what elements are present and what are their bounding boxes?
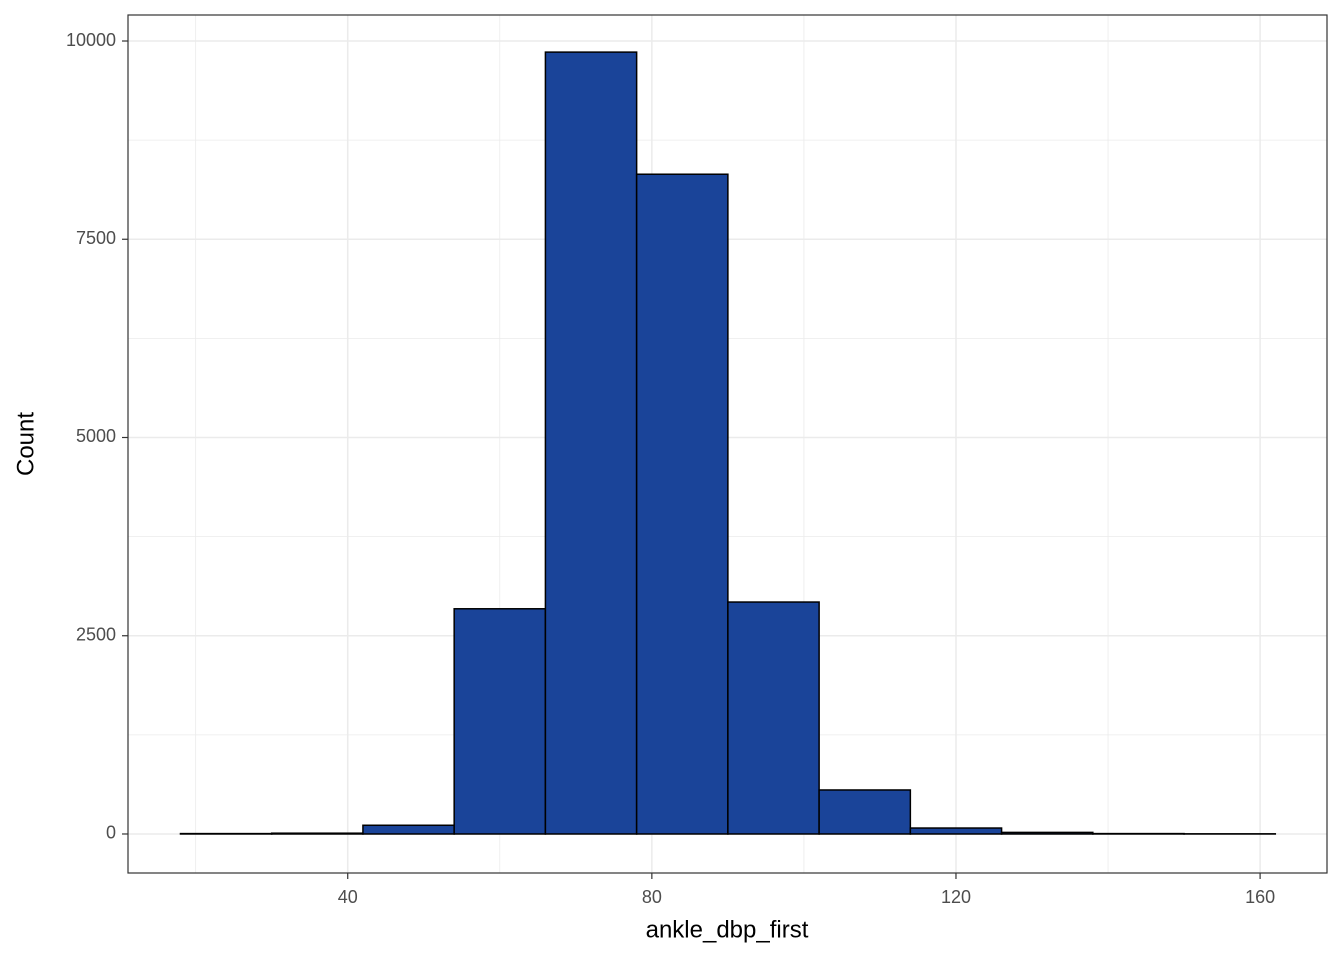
bar [727, 601, 820, 835]
bars [179, 51, 1277, 835]
x-tick-label: 40 [338, 887, 358, 907]
y-tick-label: 10000 [66, 30, 116, 50]
x-tick-label: 80 [642, 887, 662, 907]
y-tick-label: 0 [106, 823, 116, 843]
y-tick-label: 5000 [76, 426, 116, 446]
x-axis-title: ankle_dbp_first [646, 916, 809, 943]
bar [453, 608, 547, 835]
bar [544, 51, 638, 835]
axes: 40 80 120 160 0 2500 5000 7500 10000 [66, 30, 1275, 907]
bar [362, 824, 455, 835]
panel-border [127, 14, 1328, 874]
y-tick-label: 7500 [76, 228, 116, 248]
y-tick-label: 2500 [76, 624, 116, 644]
bar [909, 827, 1003, 835]
x-tick-label: 160 [1245, 887, 1275, 907]
bar [818, 789, 912, 835]
bar [1000, 831, 1094, 835]
y-axis-title: Count [12, 412, 39, 476]
bar [635, 173, 729, 835]
bar [270, 832, 364, 835]
x-tick-label: 120 [941, 887, 971, 907]
